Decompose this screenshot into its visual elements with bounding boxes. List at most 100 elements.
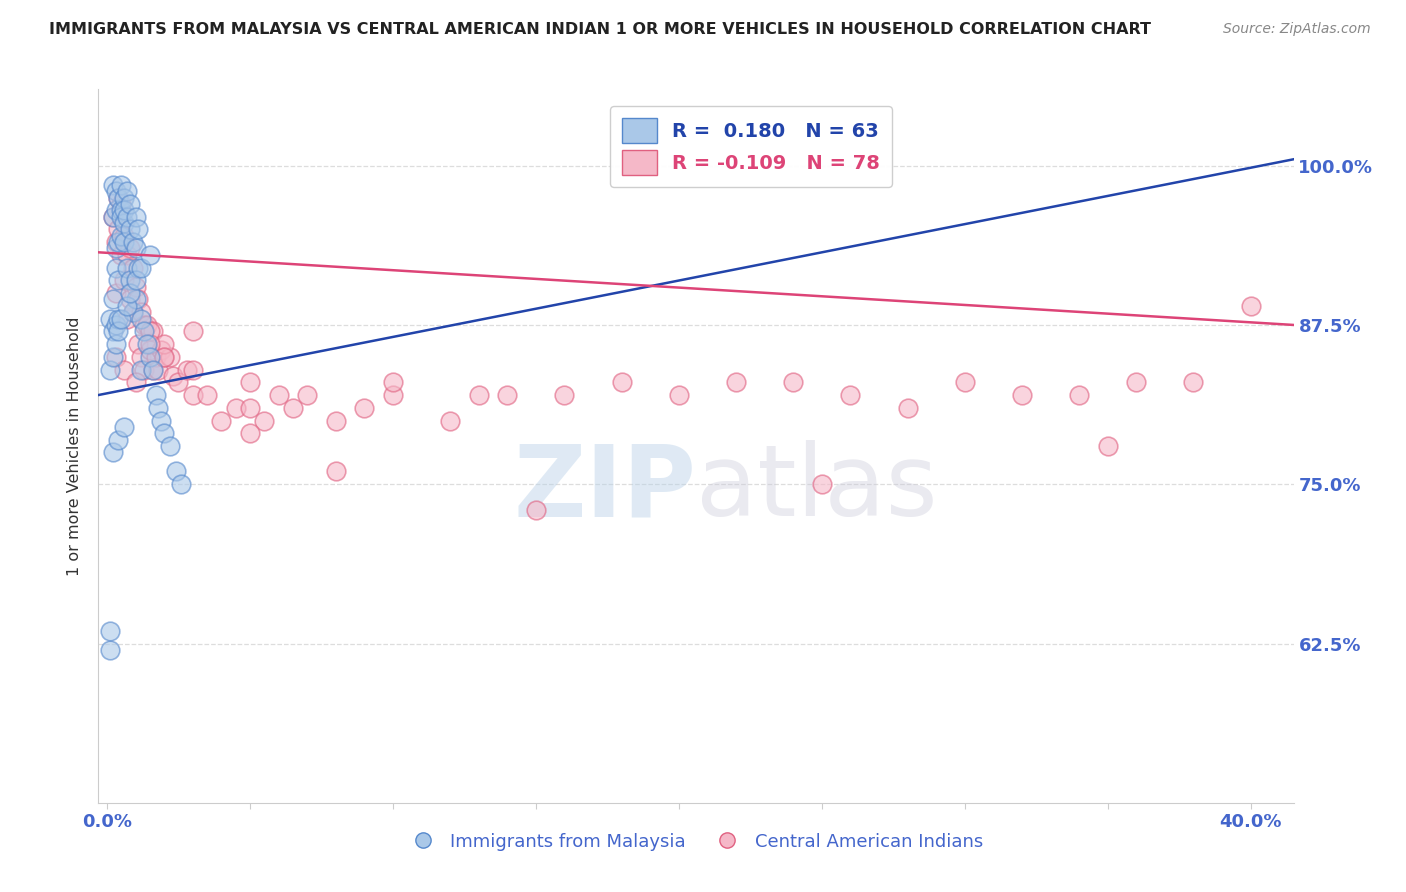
Point [239,426,262,441]
Point [181,324,204,338]
Point [104,350,127,364]
Point [131,311,153,326]
Point [159,439,181,453]
Point [195,388,218,402]
Point [110,178,132,192]
Point [110,203,132,218]
Point [107,311,129,326]
Point [112,420,135,434]
Point [107,190,129,204]
Point [782,376,804,390]
Point [353,401,375,415]
Point [115,210,138,224]
Point [139,248,162,262]
Point [136,318,159,332]
Point [110,210,132,224]
Point [131,260,153,275]
Point [118,293,141,307]
Point [110,248,132,262]
Legend: Immigrants from Malaysia, Central American Indians: Immigrants from Malaysia, Central Americ… [402,826,990,858]
Point [239,401,262,415]
Point [110,197,132,211]
Point [181,362,204,376]
Point [115,299,138,313]
Point [124,279,146,293]
Point [124,273,146,287]
Point [136,337,159,351]
Point [107,235,129,249]
Point [159,350,181,364]
Point [281,401,304,415]
Point [127,337,149,351]
Point [101,350,124,364]
Point [439,413,461,427]
Point [1182,376,1205,390]
Point [124,293,146,307]
Point [1011,388,1033,402]
Point [121,235,143,249]
Point [150,343,173,358]
Point [381,376,404,390]
Point [225,401,247,415]
Point [98,624,121,638]
Point [104,318,127,332]
Point [112,203,135,218]
Point [467,388,489,402]
Point [896,401,918,415]
Point [107,324,129,338]
Text: atlas: atlas [696,441,938,537]
Point [239,376,262,390]
Point [101,445,124,459]
Point [1239,299,1261,313]
Point [170,477,193,491]
Point [104,242,127,256]
Point [165,465,187,479]
Point [139,343,162,358]
Point [124,376,146,390]
Point [115,260,138,275]
Point [162,368,184,383]
Point [1067,388,1090,402]
Point [98,311,121,326]
Point [118,197,141,211]
Point [124,242,146,256]
Point [181,388,204,402]
Point [267,388,290,402]
Point [131,350,153,364]
Y-axis label: 1 or more Vehicles in Household: 1 or more Vehicles in Household [67,317,83,575]
Point [148,362,170,376]
Point [118,242,141,256]
Point [724,376,747,390]
Point [115,311,138,326]
Point [145,388,167,402]
Point [953,376,976,390]
Point [101,210,124,224]
Point [134,324,156,338]
Point [153,350,176,364]
Point [112,362,135,376]
Point [325,413,347,427]
Point [810,477,832,491]
Point [150,413,173,427]
Point [209,413,232,427]
Point [134,362,156,376]
Point [1125,376,1147,390]
Point [553,388,575,402]
Point [112,190,135,204]
Point [121,260,143,275]
Point [668,388,690,402]
Point [253,413,276,427]
Point [101,324,124,338]
Point [139,324,162,338]
Point [127,293,149,307]
Point [104,337,127,351]
Point [381,388,404,402]
Point [104,235,127,249]
Point [107,190,129,204]
Point [153,350,176,364]
Point [118,273,141,287]
Point [107,273,129,287]
Point [131,362,153,376]
Point [153,426,176,441]
Point [524,502,547,516]
